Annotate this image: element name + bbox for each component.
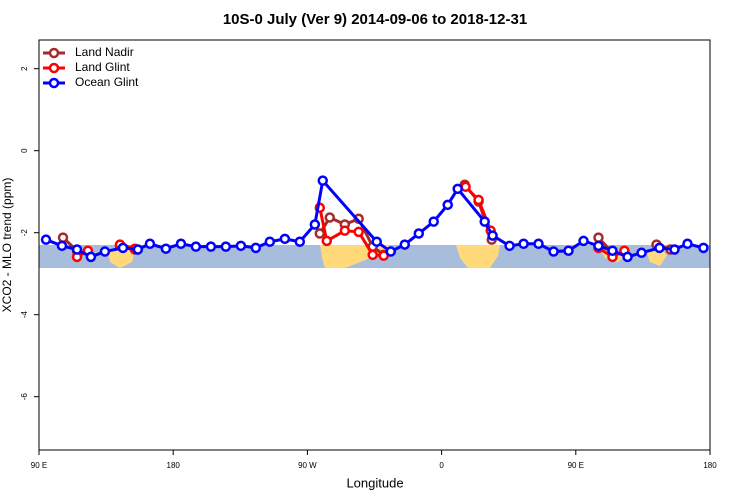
data-point [452, 183, 463, 195]
data-point [321, 235, 333, 247]
legend-label: Land Glint [75, 60, 130, 74]
data-point [682, 238, 693, 250]
data-point [314, 228, 326, 239]
data-point [235, 240, 247, 252]
data-point [428, 216, 439, 227]
land [108, 247, 135, 268]
data-point [40, 234, 52, 245]
x-tick-label: 90 E [568, 461, 584, 470]
data-point [669, 244, 680, 255]
y-tick-label: 2 [20, 66, 29, 71]
data-point [205, 241, 217, 252]
y-axis-label: XCO2 - MLO trend (ppm) [0, 178, 14, 313]
x-axis-label: Longitude [346, 475, 403, 490]
data-point [71, 244, 83, 255]
y-tick-label: -2 [20, 229, 29, 237]
data-point [385, 246, 397, 257]
data-point [279, 233, 291, 245]
data-point [57, 232, 69, 243]
data-point [399, 239, 411, 250]
data-point [339, 225, 351, 236]
y-tick-label: 0 [20, 148, 29, 153]
data-point [220, 241, 232, 252]
data-point [593, 240, 604, 252]
chart-title: 10S-0 July (Ver 9) 2014-09-06 to 2018-12… [223, 11, 527, 28]
data-point [324, 212, 336, 223]
data-point [487, 230, 498, 241]
data-point [175, 238, 187, 250]
y-tick-label: -6 [20, 393, 29, 401]
data-point [317, 175, 329, 186]
data-point [636, 247, 647, 259]
data-point [518, 238, 529, 250]
data-point [250, 242, 262, 254]
x-tick-label: 0 [439, 461, 444, 470]
data-point [622, 251, 633, 263]
x-tick-label: 180 [703, 461, 717, 470]
data-point [578, 235, 589, 247]
data-point [56, 240, 68, 252]
plot-frame [38, 39, 711, 451]
data-point [698, 242, 709, 254]
data-point [442, 199, 453, 211]
legend-label: Ocean Glint [75, 75, 139, 89]
data-point [504, 240, 515, 252]
data-point [132, 244, 144, 255]
y-tick-label: -4 [20, 311, 29, 319]
data-point [264, 236, 276, 247]
legend-marker [48, 77, 60, 89]
data-point [99, 246, 111, 257]
data-point [85, 251, 97, 263]
x-tick-label: 90 E [31, 461, 47, 470]
legend-marker [48, 47, 60, 59]
data-point [593, 232, 604, 243]
legend-label: Land Nadir [75, 45, 134, 59]
data-point [353, 226, 364, 238]
data-point [160, 243, 172, 254]
legend-marker [48, 62, 60, 74]
data-point [190, 241, 202, 252]
data-point [607, 245, 618, 256]
data-point [533, 238, 544, 250]
data-point [473, 194, 484, 206]
data-point [479, 216, 490, 227]
land [456, 245, 500, 268]
data-point [371, 236, 382, 247]
data-point [117, 242, 129, 254]
data-point [367, 249, 378, 261]
data-point [563, 245, 574, 256]
data-point [294, 236, 306, 247]
data-point [309, 219, 321, 230]
data-point [654, 242, 665, 254]
data-point [548, 246, 559, 257]
data-point [413, 228, 425, 239]
data-point [144, 238, 156, 250]
x-tick-label: 180 [167, 461, 181, 470]
x-tick-label: 90 W [298, 461, 317, 470]
